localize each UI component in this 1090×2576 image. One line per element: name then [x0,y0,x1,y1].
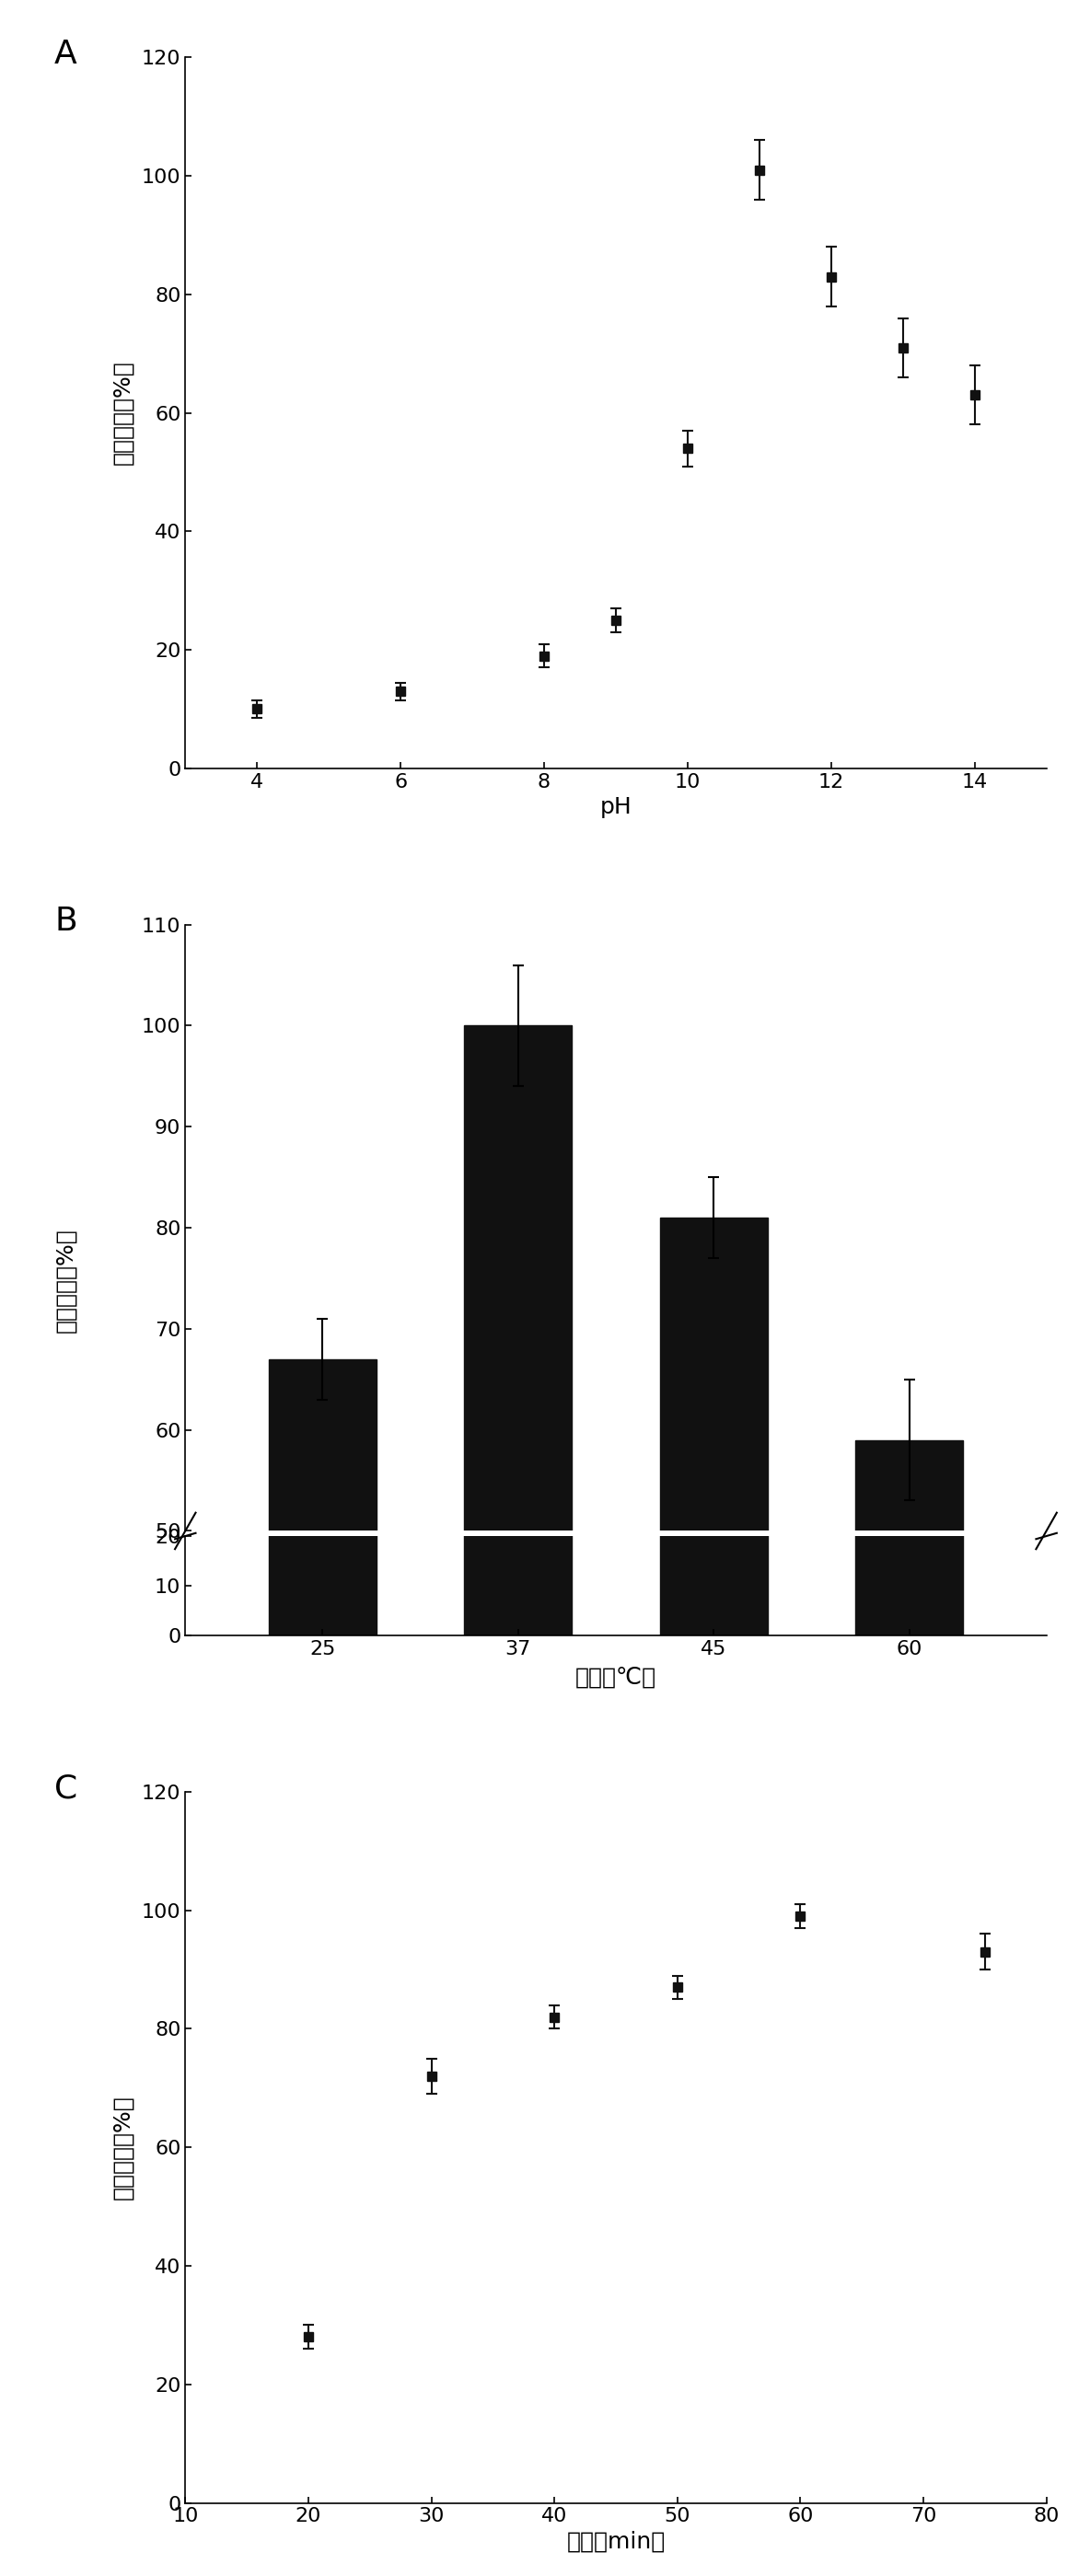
Text: 荧光强度（%）: 荧光强度（%） [54,1229,76,1332]
Bar [464,1025,572,2035]
Bar [659,1231,767,1636]
Y-axis label: 荧光强度（%）: 荧光强度（%） [112,361,134,466]
Bar [659,1218,767,2035]
Text: C: C [54,1772,77,1803]
Bar [856,1342,964,1636]
Bar [268,1301,376,1636]
X-axis label: 温度（℃）: 温度（℃） [576,1667,656,1687]
Bar [464,1139,572,1636]
Text: A: A [54,39,77,70]
Bar [856,1440,964,2035]
Bar [268,1360,376,2035]
X-axis label: 时间（min）: 时间（min） [567,2530,665,2553]
Y-axis label: 荧光强度（%）: 荧光强度（%） [112,2094,134,2200]
Text: B: B [54,907,77,938]
X-axis label: pH: pH [600,796,632,819]
